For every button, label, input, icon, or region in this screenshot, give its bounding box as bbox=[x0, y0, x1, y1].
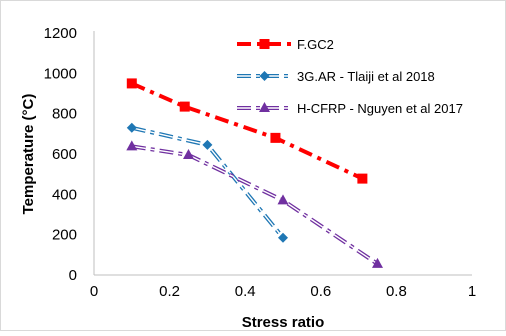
legend-item-2: 3G.AR - Tlaiji et al 2018 bbox=[237, 69, 435, 84]
data-point bbox=[372, 257, 383, 268]
data-point bbox=[202, 139, 213, 150]
data-point bbox=[277, 194, 289, 205]
data-point bbox=[126, 78, 137, 89]
data-point bbox=[357, 173, 368, 184]
legend: F.GC2 3G.AR - Tlaiji et al 2018 H-CFRP - N… bbox=[237, 37, 463, 116]
series-group bbox=[126, 78, 383, 268]
legend-label: F.GC2 bbox=[297, 37, 334, 52]
x-tick-label: 0.2 bbox=[159, 283, 180, 300]
series-2 bbox=[126, 122, 288, 243]
legend-item-3: H-CFRP - Nguyen et al 2017 bbox=[237, 101, 463, 116]
y-tick-label: 800 bbox=[52, 106, 77, 123]
series-1 bbox=[126, 78, 368, 184]
data-point bbox=[179, 101, 190, 112]
x-tick-label: 0.4 bbox=[235, 283, 256, 300]
x-tick-label: 0 bbox=[90, 283, 98, 300]
x-tick-label: 0.8 bbox=[386, 283, 407, 300]
y-tick-label: 1200 bbox=[44, 25, 77, 42]
legend-marker bbox=[259, 39, 270, 49]
legend-marker bbox=[259, 71, 270, 81]
data-point bbox=[126, 122, 137, 133]
data-point bbox=[278, 232, 288, 243]
axes: 0 0.2 0.4 0.6 0.8 1 0 200 400 600 800 1000 1200 bbox=[44, 25, 477, 300]
data-point bbox=[126, 140, 138, 151]
x-tick-label: 1 bbox=[468, 283, 476, 300]
series-line bbox=[131, 144, 379, 266]
legend-marker bbox=[259, 102, 270, 112]
y-axis-title: Temperature (°C) bbox=[20, 94, 37, 215]
legend-label: 3G.AR - Tlaiji et al 2018 bbox=[297, 69, 435, 84]
series-line-inner bbox=[131, 145, 378, 265]
x-tick-label: 0.6 bbox=[310, 283, 331, 300]
data-point bbox=[183, 149, 194, 160]
y-tick-label: 200 bbox=[52, 227, 77, 244]
y-tick-label: 1000 bbox=[44, 65, 77, 82]
series-line bbox=[130, 81, 364, 181]
data-point bbox=[270, 132, 281, 143]
x-axis-title: Stress ratio bbox=[242, 314, 325, 331]
legend-item-1: F.GC2 bbox=[237, 37, 334, 52]
y-tick-label: 400 bbox=[52, 186, 77, 203]
series-3 bbox=[126, 140, 383, 268]
legend-label: H-CFRP - Nguyen et al 2017 bbox=[297, 101, 463, 116]
y-tick-label: 600 bbox=[52, 146, 77, 163]
y-tick-label: 0 bbox=[69, 267, 77, 284]
